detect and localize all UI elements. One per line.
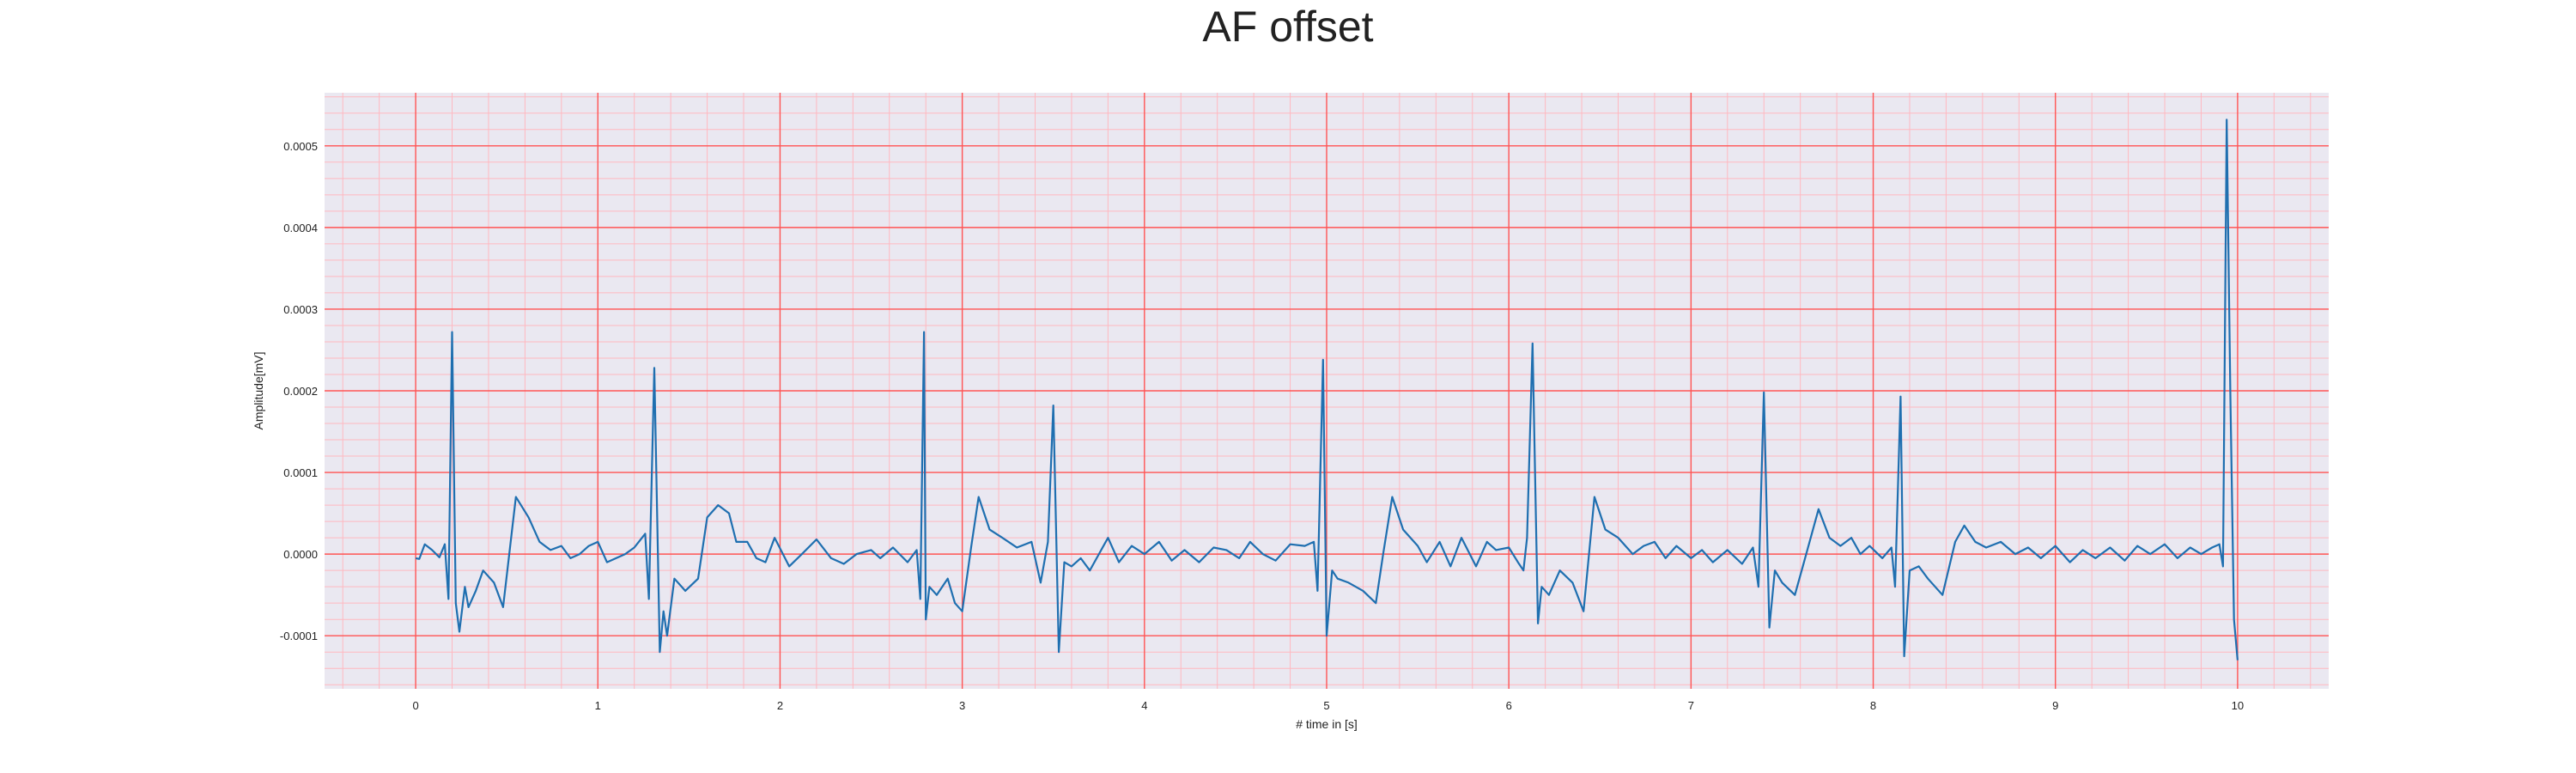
x-tick-label: 9 xyxy=(2052,699,2058,712)
y-tick-label: 0.0001 xyxy=(283,466,318,479)
x-tick-label: 1 xyxy=(595,699,601,712)
y-tick-label: 0.0002 xyxy=(283,385,318,398)
x-tick-label: 0 xyxy=(412,699,418,712)
x-tick-label: 8 xyxy=(1870,699,1876,712)
y-tick-labels: -0.0001 0.0000 0.0001 0.0002 0.0003 0.0004 0.0… xyxy=(280,140,318,642)
x-tick-label: 5 xyxy=(1323,699,1329,712)
x-tick-label: 2 xyxy=(777,699,783,712)
y-tick-label: 0.0000 xyxy=(283,548,318,561)
x-tick-label: 3 xyxy=(959,699,965,712)
x-tick-labels: 0 1 2 3 4 5 6 7 8 9 10 xyxy=(412,699,2244,712)
chart-title: AF offset xyxy=(1202,3,1374,51)
y-tick-label: 0.0004 xyxy=(283,222,318,234)
ecg-signal-line xyxy=(415,119,2239,660)
y-tick-label: 0.0003 xyxy=(283,303,318,316)
x-tick-label: 7 xyxy=(1688,699,1694,712)
x-axis-label: # time in [s] xyxy=(1296,717,1358,731)
x-tick-label: 6 xyxy=(1506,699,1512,712)
y-axis-label: Amplitude[mV] xyxy=(252,351,265,429)
x-tick-label: 10 xyxy=(2232,699,2244,712)
x-tick-label: 4 xyxy=(1141,699,1147,712)
y-tick-label: -0.0001 xyxy=(280,630,318,642)
y-tick-label: 0.0005 xyxy=(283,140,318,153)
